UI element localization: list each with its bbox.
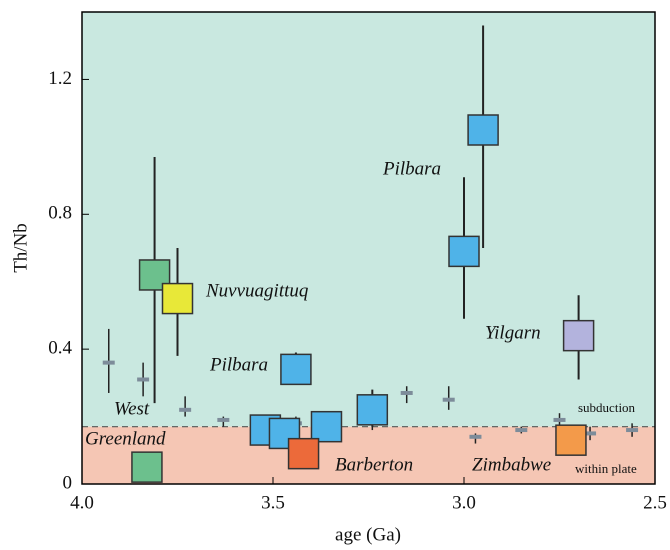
y-tick-label: 1.2 <box>48 68 72 89</box>
y-tick-label: 0 <box>63 472 73 493</box>
annotation: Barberton <box>335 454 413 475</box>
box-point <box>161 282 194 315</box>
box-point <box>310 410 343 443</box>
box-point <box>356 394 389 426</box>
x-tick-label: 4.0 <box>70 492 94 513</box>
annotation: Zimbabwe <box>472 454 551 475</box>
box-point <box>555 424 587 456</box>
y-axis-label: Th/Nb <box>10 223 31 273</box>
annotation: subduction <box>578 400 636 415</box>
box-point <box>280 353 312 386</box>
box-point <box>467 114 499 146</box>
annotation: Greenland <box>85 428 166 449</box>
annotation: within plate <box>575 461 637 476</box>
x-tick-label: 3.0 <box>452 492 476 513</box>
box-point <box>287 437 320 470</box>
y-tick-label: 0.4 <box>48 338 72 359</box>
plot-frame <box>81 11 656 485</box>
x-axis-label: age (Ga) <box>335 524 401 545</box>
annotation: Yilgarn <box>485 322 541 343</box>
annotation: West <box>114 398 150 419</box>
box-point <box>268 417 301 450</box>
box-point <box>448 235 480 268</box>
box-point <box>131 451 163 483</box>
annotation: Pilbara <box>382 158 441 179</box>
subduction-region <box>82 12 655 427</box>
annotation: Nuvvuagittuq <box>205 280 309 301</box>
x-tick-label: 2.5 <box>643 492 667 513</box>
annotation: Pilbara <box>209 354 268 375</box>
box-point <box>562 319 595 352</box>
y-tick-label: 0.8 <box>48 203 72 224</box>
x-tick-label: 3.5 <box>261 492 285 513</box>
